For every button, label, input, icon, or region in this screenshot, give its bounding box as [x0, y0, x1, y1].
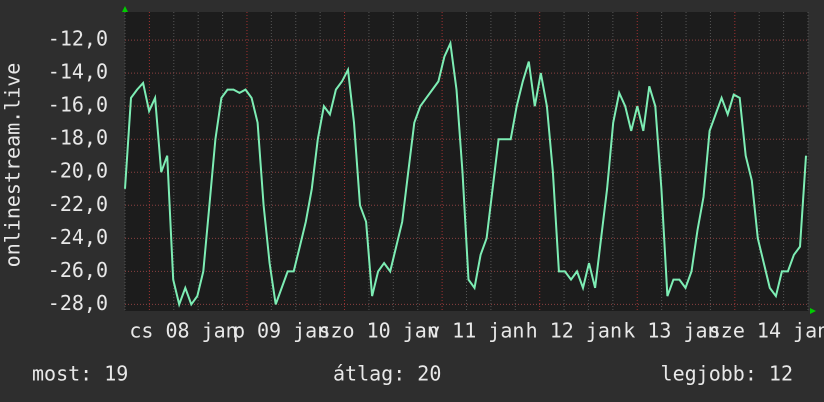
x-arrow	[810, 308, 816, 314]
x-tick-label: p 09 jan	[233, 319, 329, 343]
x-tick-label: szo 10 jan	[318, 319, 438, 343]
y-tick-label: -14,0	[48, 60, 108, 84]
x-tick-label: v 11 jan	[428, 319, 524, 343]
plot-area	[125, 12, 808, 311]
y-tick-label: -18,0	[48, 126, 108, 150]
x-tick-label: h 12 jan	[526, 319, 622, 343]
footer-current: most: 19	[32, 362, 128, 386]
y-tick-label: -24,0	[48, 225, 108, 249]
y-tick-label: -26,0	[48, 258, 108, 282]
x-tick-label: sze 14 jan	[709, 319, 824, 343]
y-tick-label: -28,0	[48, 291, 108, 315]
x-tick-label: k 13 jan	[623, 319, 719, 343]
x-tick-label: cs 08 jan	[129, 319, 237, 343]
data-line	[124, 39, 807, 308]
y-tick-label: -22,0	[48, 192, 108, 216]
footer-best: legjobb: 12	[661, 362, 793, 386]
y-axis-title: onlinestream.live	[1, 63, 25, 268]
y-arrow	[122, 6, 128, 12]
footer-average: átlag: 20	[333, 362, 441, 386]
y-tick-label: -20,0	[48, 159, 108, 183]
y-tick-label: -12,0	[48, 27, 108, 51]
y-tick-label: -16,0	[48, 93, 108, 117]
